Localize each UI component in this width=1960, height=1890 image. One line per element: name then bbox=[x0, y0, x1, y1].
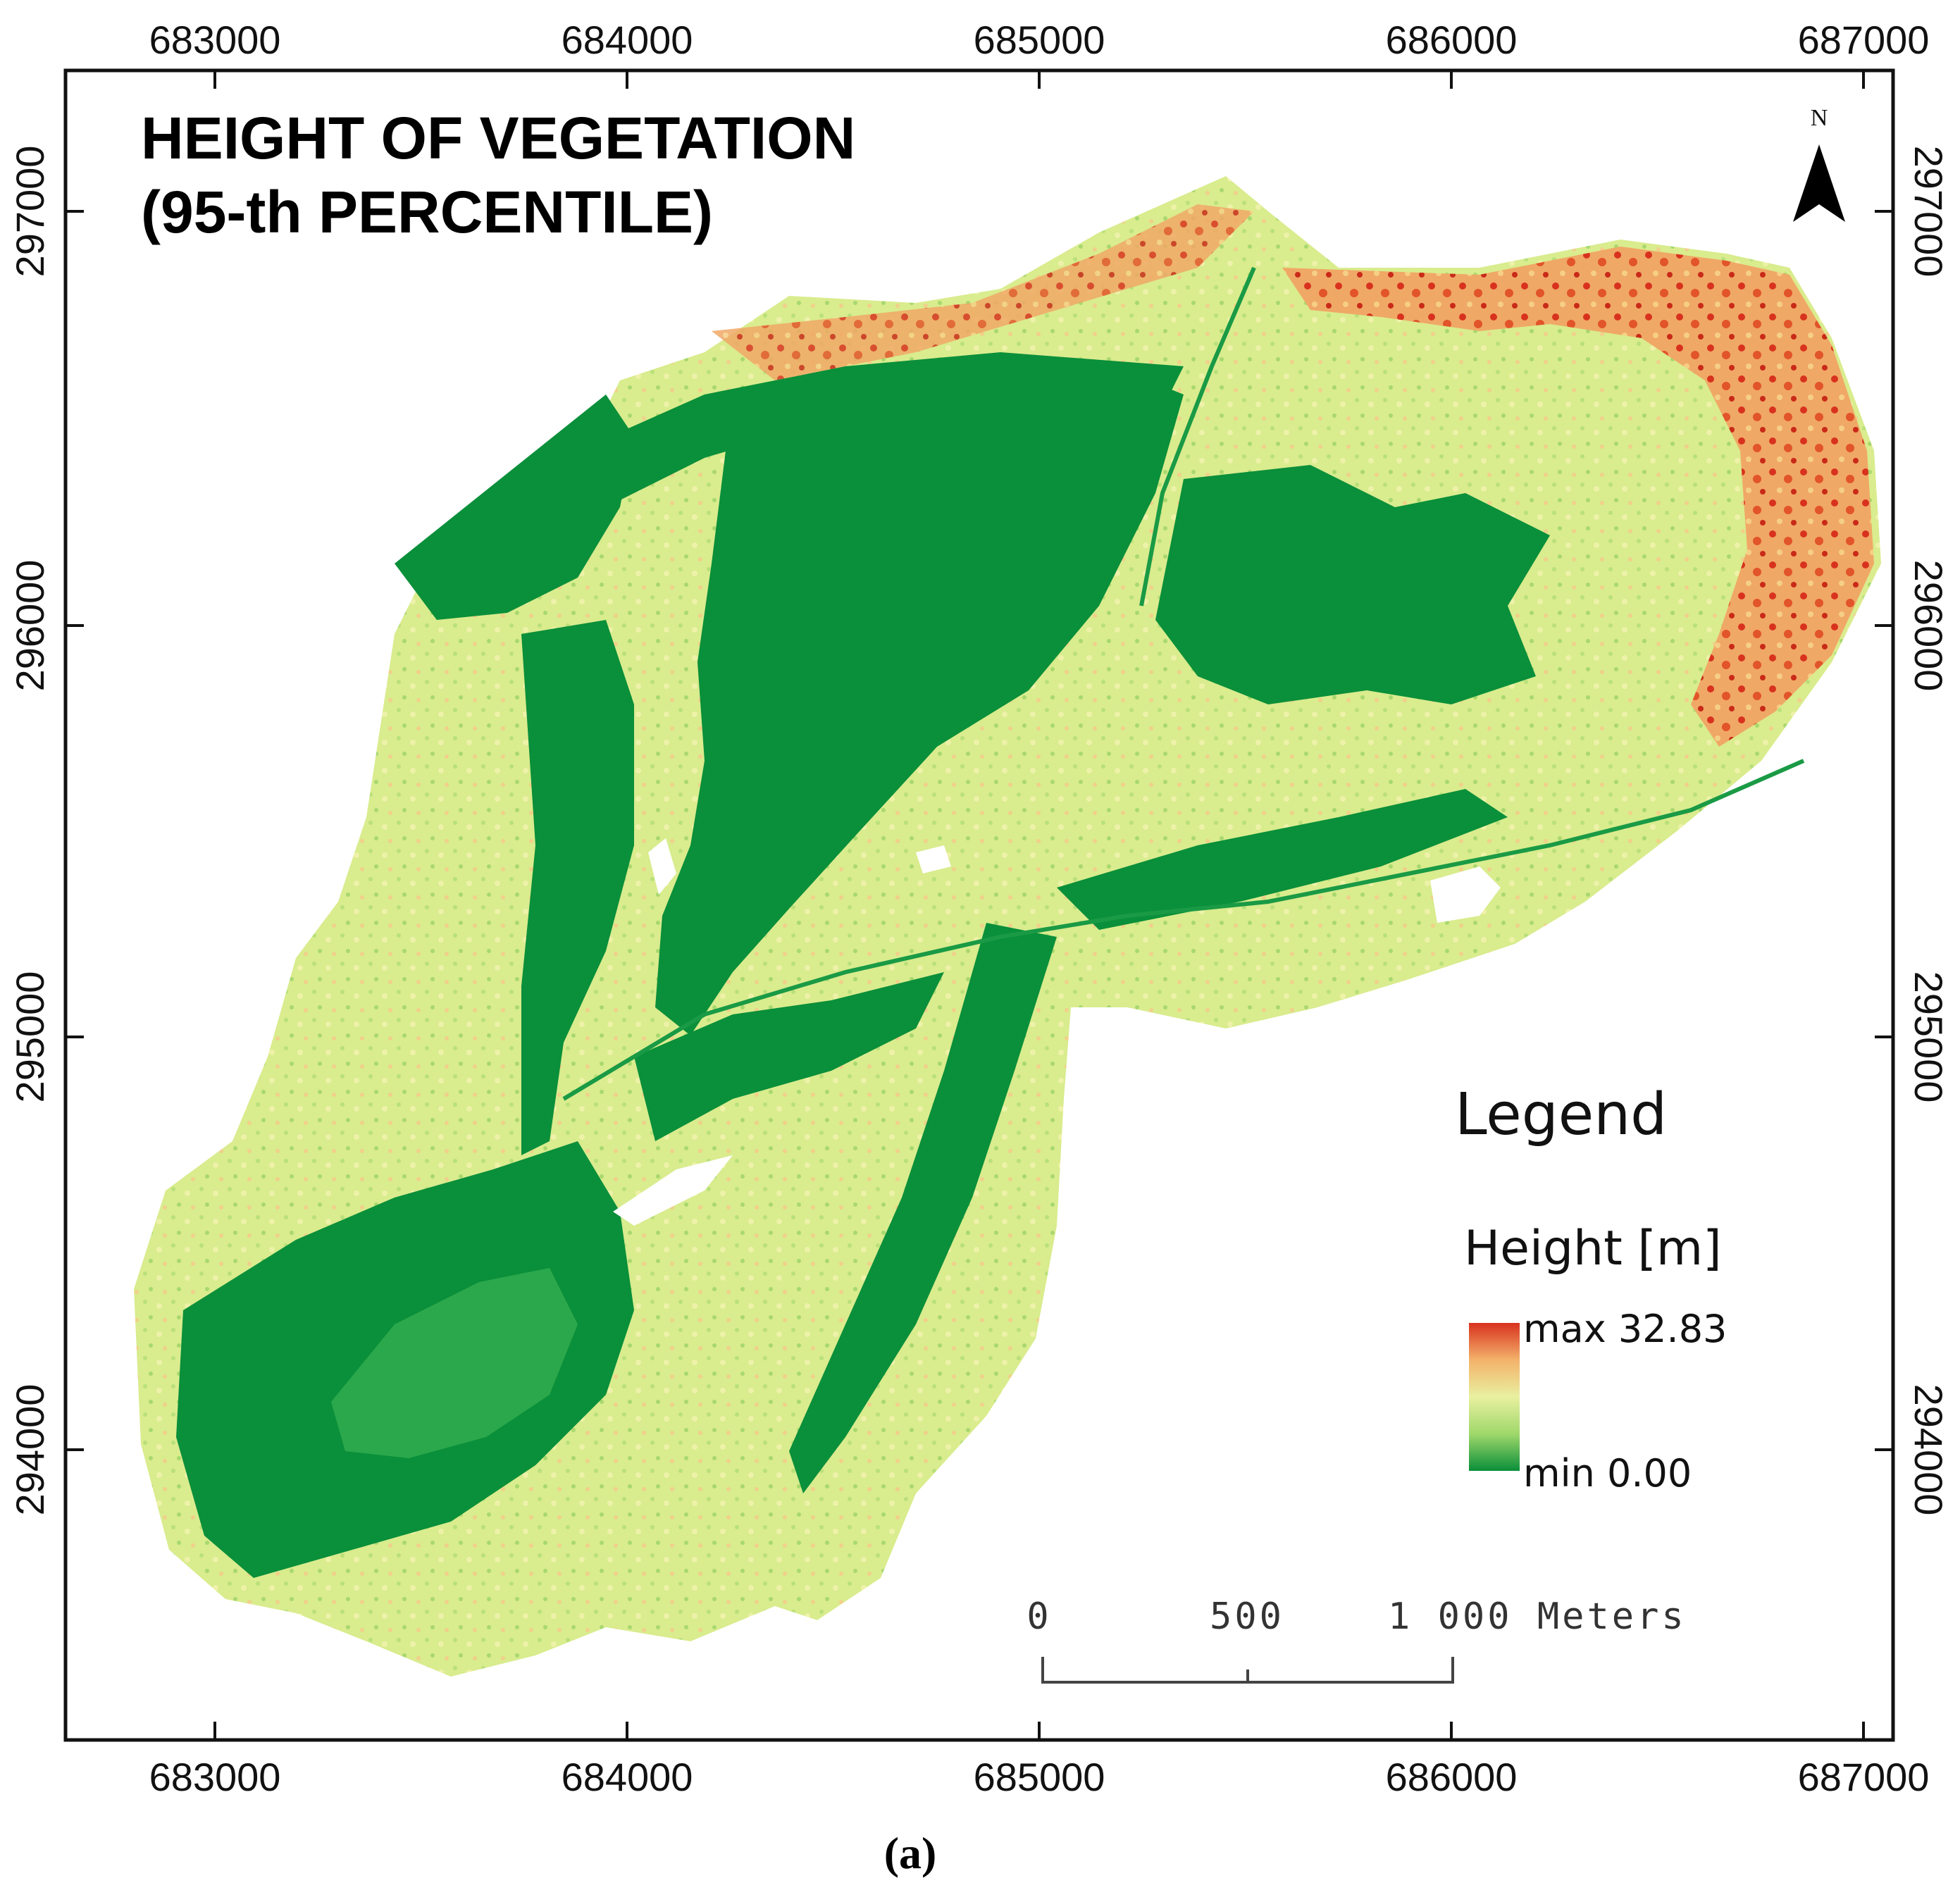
x-tick-label-top: 685000 bbox=[974, 18, 1105, 62]
map-title-line1: HEIGHT OF VEGETATION bbox=[141, 105, 855, 171]
y-tick-label-left: 297000 bbox=[8, 146, 52, 278]
legend-title: Legend bbox=[1455, 1081, 1667, 1148]
y-tick-label-right: 296000 bbox=[1906, 560, 1951, 692]
y-axis-left-labels: 297000 296000 295000 294000 bbox=[8, 146, 52, 1516]
study-area-raster bbox=[134, 176, 1881, 1677]
low-vegetation-inner-basin bbox=[331, 1268, 578, 1458]
legend: Legend Height [m] max 32.83 min 0.00 bbox=[1455, 1081, 1727, 1496]
legend-min-label: min 0.00 bbox=[1523, 1451, 1692, 1496]
map-title-line2: (95-th PERCENTILE) bbox=[141, 179, 713, 245]
y-tick-label-left: 296000 bbox=[8, 560, 52, 692]
scale-bar-line bbox=[1041, 1657, 1454, 1684]
figure-caption: (a) bbox=[884, 1828, 937, 1878]
axis-ticks bbox=[66, 70, 1893, 1740]
x-tick-label-top: 686000 bbox=[1386, 18, 1518, 62]
water-body-west bbox=[648, 838, 676, 895]
scale-label-0: 0 bbox=[1026, 1596, 1051, 1638]
tall-vegetation-rim bbox=[1282, 247, 1874, 747]
legend-color-ramp bbox=[1469, 1323, 1520, 1471]
x-tick-label-top: 687000 bbox=[1798, 18, 1930, 62]
water-body-center bbox=[916, 845, 951, 873]
x-axis-top-labels: 683000 684000 685000 686000 687000 bbox=[149, 18, 1930, 62]
low-vegetation-central bbox=[655, 366, 1184, 1036]
road-line bbox=[562, 759, 1805, 1101]
low-vegetation-east-channel bbox=[1057, 789, 1508, 930]
x-tick-label-bottom: 685000 bbox=[974, 1755, 1105, 1799]
scale-label-500: 500 bbox=[1210, 1596, 1284, 1638]
low-vegetation-east-terraces bbox=[1155, 465, 1550, 704]
y-tick-label-left: 294000 bbox=[8, 1384, 52, 1516]
legend-max-label: max 32.83 bbox=[1523, 1307, 1727, 1351]
x-tick-label-bottom: 683000 bbox=[149, 1755, 281, 1799]
x-tick-label-top: 684000 bbox=[562, 18, 693, 62]
scale-bar: 0 500 1 000 Meters bbox=[1026, 1596, 1687, 1684]
low-vegetation-middle-strip bbox=[634, 972, 944, 1141]
north-label: N bbox=[1811, 105, 1828, 131]
y-tick-label-right: 297000 bbox=[1906, 146, 1951, 278]
x-tick-label-top: 683000 bbox=[149, 18, 281, 62]
water-body-east bbox=[1430, 866, 1501, 923]
y-tick-label-left: 295000 bbox=[8, 971, 52, 1103]
y-axis-right-labels: 297000 296000 295000 294000 bbox=[1906, 146, 1951, 1516]
legend-subtitle: Height [m] bbox=[1464, 1221, 1722, 1276]
x-tick-label-bottom: 684000 bbox=[562, 1755, 693, 1799]
low-vegetation-northwest bbox=[395, 394, 634, 620]
tall-vegetation-north bbox=[712, 204, 1254, 380]
low-vegetation-west-strip bbox=[521, 620, 634, 1155]
scale-label-1000: 1 000 Meters bbox=[1388, 1596, 1687, 1638]
north-arrow-icon: N bbox=[1793, 105, 1845, 222]
water-body-south bbox=[613, 1155, 733, 1226]
x-tick-label-bottom: 687000 bbox=[1798, 1755, 1930, 1799]
y-tick-label-right: 294000 bbox=[1906, 1384, 1951, 1516]
road-line-north bbox=[1139, 266, 1256, 607]
low-vegetation-south-channel bbox=[789, 923, 1057, 1493]
y-tick-label-right: 295000 bbox=[1906, 971, 1951, 1103]
x-tick-label-bottom: 686000 bbox=[1386, 1755, 1518, 1799]
low-vegetation-band-north bbox=[578, 352, 1184, 507]
x-axis-bottom-labels: 683000 684000 685000 686000 687000 bbox=[149, 1755, 1930, 1799]
